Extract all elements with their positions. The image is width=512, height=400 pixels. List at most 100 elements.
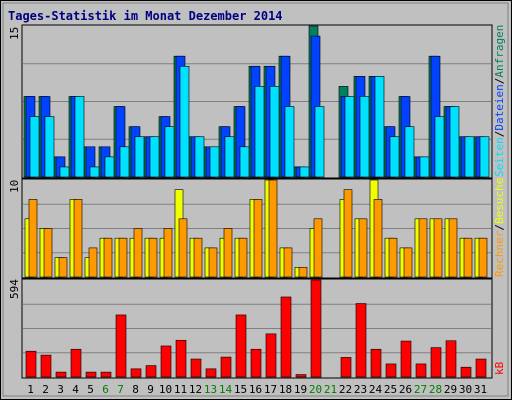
bar-rechner-day-19 (298, 266, 308, 278)
bar-rechner-day-5 (88, 247, 98, 278)
bar-rechner-day-28 (433, 218, 443, 278)
bar-seiten-day-30 (464, 136, 475, 178)
bar-kb-day-8 (130, 368, 142, 378)
bar-rechner-day-10 (163, 228, 173, 278)
bar-seiten-day-27 (419, 156, 430, 178)
bar-kb-day-18 (280, 296, 292, 378)
day-label-28: 28 (429, 383, 442, 396)
day-label-30: 30 (459, 383, 472, 396)
day-label-24: 24 (369, 383, 383, 396)
day-label-29: 29 (444, 383, 457, 396)
bar-rechner-day-15 (238, 237, 248, 278)
day-label-8: 8 (132, 383, 139, 396)
day-label-10: 10 (159, 383, 172, 396)
bar-kb-day-3 (55, 371, 67, 378)
bar-kb-day-13 (205, 368, 217, 378)
bar-rechner-day-12 (193, 237, 203, 278)
bar-rechner-day-20 (313, 218, 323, 278)
bar-seiten-day-19 (299, 166, 310, 178)
panel-bottom-frame (21, 278, 493, 379)
bar-kb-day-27 (415, 363, 427, 378)
bar-seiten-day-13 (209, 146, 220, 178)
day-label-4: 4 (72, 383, 79, 396)
panel-middle-frame (21, 178, 493, 279)
bar-seiten-day-2 (44, 116, 55, 178)
day-label-5: 5 (87, 383, 94, 396)
bar-seiten-day-1 (29, 116, 40, 178)
chart-title: Tages-Statistik im Monat Dezember 2014 (8, 9, 283, 23)
bar-kb-day-26 (400, 340, 412, 378)
bar-kb-day-12 (190, 358, 202, 378)
bottom-panel-legend: kB (493, 361, 506, 375)
bar-rechner-day-2 (43, 228, 53, 278)
bar-seiten-day-25 (389, 136, 400, 178)
bar-rechner-day-22 (343, 189, 353, 278)
bar-seiten-day-26 (404, 126, 415, 178)
bar-seiten-day-12 (194, 136, 205, 178)
bar-seiten-day-7 (119, 146, 130, 178)
legend-rechner: Rechner (493, 230, 506, 277)
bar-rechner-day-6 (103, 237, 113, 278)
bar-kb-day-19 (295, 374, 307, 378)
bar-kb-day-6 (100, 371, 112, 378)
bar-kb-day-7 (115, 314, 127, 378)
bar-seiten-day-15 (239, 146, 250, 178)
bar-rechner-day-3 (58, 257, 68, 278)
bar-rechner-day-13 (208, 247, 218, 278)
bottom-panel-max-label: 594 (8, 279, 21, 299)
chart-marks: 1 2 3 4 5 6 7 8 9 10 11 12 13 14 15 16 17 18 19 20 21 22 23 24 2… (23, 25, 491, 396)
bar-kb-day-9 (145, 365, 157, 378)
bar-rechner-day-17 (268, 179, 278, 278)
bar-rechner-day-30 (463, 237, 473, 278)
day-label-22: 22 (339, 383, 352, 396)
bar-rechner-day-25 (388, 237, 398, 278)
bar-seiten-day-28 (434, 116, 445, 178)
bar-seiten-day-16 (254, 86, 265, 178)
legend-sep-1: / (493, 131, 506, 138)
day-label-19: 19 (294, 383, 307, 396)
day-label-11: 11 (174, 383, 187, 396)
day-label-27: 27 (414, 383, 427, 396)
bar-kb-day-5 (85, 371, 97, 378)
bar-kb-day-22 (340, 357, 352, 378)
bar-seiten-day-20 (314, 106, 325, 178)
bar-seiten-day-23 (359, 96, 370, 178)
bar-kb-day-25 (385, 363, 397, 378)
bar-seiten-day-22 (344, 96, 355, 178)
bar-seiten-day-14 (224, 136, 235, 178)
bar-kb-day-2 (40, 354, 52, 378)
day-label-15: 15 (234, 383, 247, 396)
bar-rechner-day-11 (178, 218, 188, 278)
day-label-31: 31 (474, 383, 487, 396)
bar-kb-day-23 (355, 303, 367, 378)
bar-seiten-day-10 (164, 126, 175, 178)
bar-seiten-day-5 (89, 166, 100, 178)
day-label-6: 6 (102, 383, 109, 396)
bar-kb-day-31 (475, 358, 487, 378)
bar-seiten-day-6 (104, 156, 115, 178)
bar-kb-day-1 (25, 350, 37, 378)
bar-rechner-day-31 (478, 237, 488, 278)
bar-rechner-day-7 (118, 237, 128, 278)
chart-frame-shadow (2, 2, 509, 397)
day-label-9: 9 (147, 383, 154, 396)
bar-rechner-day-4 (73, 199, 83, 278)
bar-rechner-day-9 (148, 237, 158, 278)
bar-kb-day-4 (70, 348, 82, 378)
bar-seiten-day-31 (479, 136, 490, 178)
legend-sep-3: / (493, 224, 506, 231)
day-label-18: 18 (279, 383, 292, 396)
day-label-12: 12 (189, 383, 202, 396)
panel-top-frame (21, 24, 493, 179)
legend-besuche: Besuche (493, 178, 506, 224)
bar-rechner-day-16 (253, 199, 263, 278)
bar-kb-day-20 (310, 279, 322, 378)
day-label-23: 23 (354, 383, 367, 396)
bar-seiten-day-3 (59, 166, 70, 178)
bar-kb-day-29 (445, 340, 457, 378)
day-label-14: 14 (219, 383, 233, 396)
bar-seiten-day-8 (134, 136, 145, 178)
bar-kb-day-11 (175, 339, 187, 378)
top-panel-max-label: 15 (8, 27, 21, 40)
